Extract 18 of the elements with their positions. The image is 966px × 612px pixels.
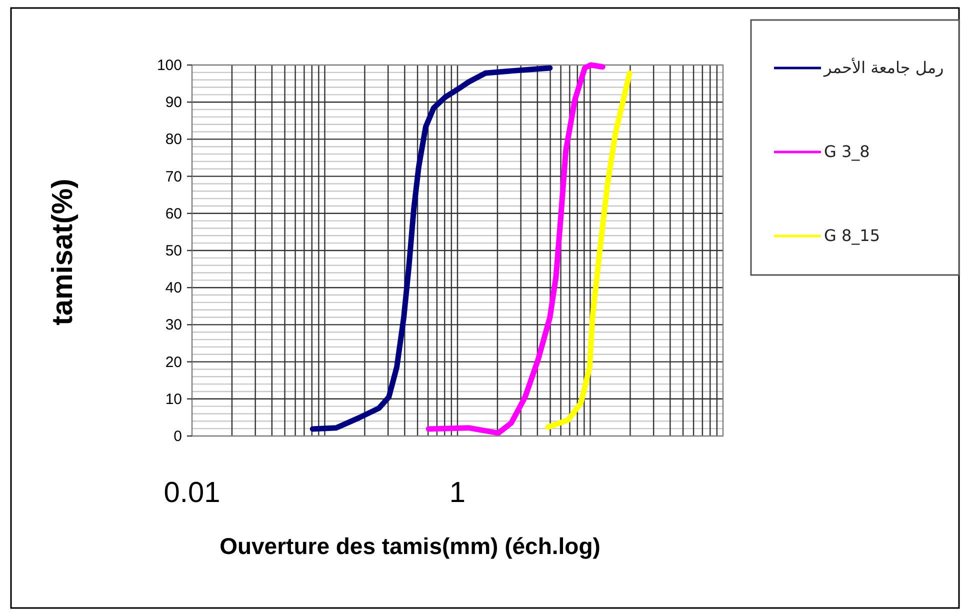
x-axis-title: Ouverture des tamis(mm) (éch.log): [220, 533, 600, 559]
x-tick-label: 0.01: [164, 477, 220, 509]
y-tick-label: 50: [165, 242, 182, 260]
y-tick-label: 70: [165, 168, 182, 186]
y-tick-label: 20: [165, 354, 182, 371]
legend-label: رمل جامعة الأحمر: [823, 57, 944, 77]
legend-label: G 8_15: [824, 226, 880, 245]
y-tick-label: 30: [165, 316, 182, 334]
legend-label: G 3_8: [824, 142, 870, 161]
y-tick-label: 0: [174, 428, 182, 445]
x-tick-label: 1: [449, 477, 466, 509]
y-tick-label: 10: [165, 390, 182, 408]
y-tick-label: 40: [165, 280, 182, 297]
y-tick-label: 100: [156, 57, 182, 74]
y-tick-label: 60: [165, 205, 182, 222]
y-tick-label: 80: [165, 131, 182, 148]
y-tick-label: 90: [165, 94, 182, 112]
y-axis-title: tamisat(%): [47, 178, 79, 326]
